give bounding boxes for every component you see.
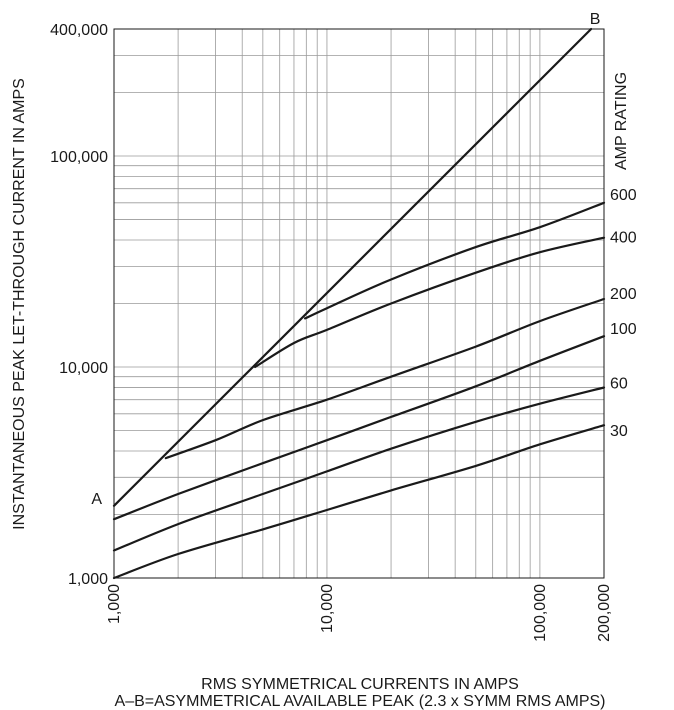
x-tick-label: 200,000 bbox=[596, 584, 613, 642]
plot-frame bbox=[113, 28, 605, 579]
series-line-2 bbox=[254, 236, 606, 369]
point-a-label: A bbox=[91, 491, 102, 508]
series-line-3 bbox=[164, 297, 606, 460]
grid bbox=[114, 29, 604, 578]
series-group bbox=[112, 27, 606, 580]
x-axis-subtitle: A–B=ASYMMETRICAL AVAILABLE PEAK (2.3 x S… bbox=[115, 693, 606, 710]
amp-rating-title: AMP RATING bbox=[613, 72, 630, 170]
series-line-5 bbox=[112, 386, 606, 552]
amp-rating-label-30: 30 bbox=[610, 423, 628, 440]
amp-rating-label-200: 200 bbox=[610, 286, 637, 303]
y-tick-label: 1,000 bbox=[68, 571, 108, 588]
y-tick-label: 100,000 bbox=[50, 149, 108, 166]
curve-labels: A B 600 400 200 100 60 30 bbox=[91, 11, 636, 508]
series-line-4 bbox=[112, 335, 606, 521]
series-line-1 bbox=[304, 201, 606, 320]
x-tick-label: 100,000 bbox=[532, 584, 549, 642]
x-tick-labels: 1,000 10,000 100,000 200,000 bbox=[106, 584, 613, 642]
y-tick-label: 400,000 bbox=[50, 22, 108, 39]
amp-rating-label-400: 400 bbox=[610, 230, 637, 247]
y-tick-label: 10,000 bbox=[59, 360, 108, 377]
series-line-0 bbox=[112, 27, 593, 507]
y-axis-title: INSTANTANEOUS PEAK LET-THROUGH CURRENT I… bbox=[11, 78, 28, 530]
amp-rating-label-100: 100 bbox=[610, 321, 637, 338]
amp-rating-label-600: 600 bbox=[610, 187, 637, 204]
series-line-6 bbox=[112, 424, 606, 580]
point-b-label: B bbox=[590, 11, 601, 28]
x-axis-title: RMS SYMMETRICAL CURRENTS IN AMPS bbox=[201, 676, 519, 693]
x-tick-label: 1,000 bbox=[106, 584, 123, 624]
amp-rating-label-60: 60 bbox=[610, 376, 628, 393]
x-tick-label: 10,000 bbox=[319, 584, 336, 633]
y-tick-labels: 1,000 10,000 100,000 400,000 bbox=[50, 22, 108, 588]
